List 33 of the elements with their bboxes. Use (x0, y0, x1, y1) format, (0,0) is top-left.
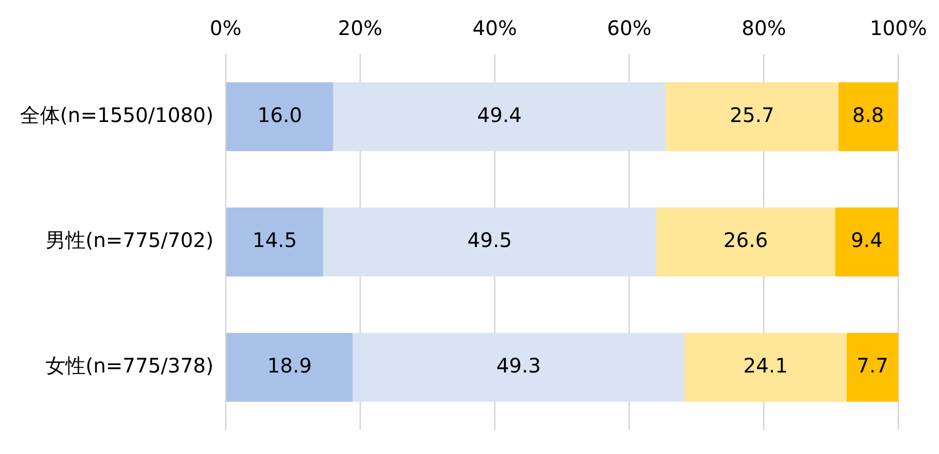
bar (323, 208, 656, 276)
bar (226, 208, 324, 276)
data-label: 49.4 (477, 102, 522, 127)
data-label: 14.5 (252, 228, 297, 252)
data-label: 49.5 (467, 228, 512, 252)
bar (684, 332, 847, 402)
y-tick-label: 全体(n=1550/1080) (20, 102, 214, 127)
bar (835, 208, 898, 276)
y-tick-label: 男性(n=775/702) (45, 228, 214, 252)
x-tick-label: 80% (742, 16, 786, 40)
y-tick-label: 女性(n=775/378) (45, 354, 214, 378)
bar (352, 332, 684, 402)
bar (846, 332, 898, 402)
data-label: 26.6 (723, 228, 768, 252)
x-tick-label: 60% (607, 16, 652, 40)
bar (838, 82, 898, 152)
data-label: 18.9 (267, 354, 312, 378)
bar (666, 82, 839, 152)
data-label: 16.0 (258, 102, 302, 127)
data-label: 7.7 (856, 354, 888, 378)
bar (226, 332, 353, 402)
bar (656, 208, 836, 276)
x-tick-label: 0% (210, 16, 242, 40)
x-tick-label: 100% (870, 16, 928, 40)
bar (333, 82, 666, 152)
data-label: 8.8 (852, 102, 884, 127)
bar (226, 82, 334, 152)
data-label: 49.3 (496, 354, 541, 378)
x-tick-label: 20% (338, 16, 382, 40)
data-label: 25.7 (730, 102, 774, 127)
data-label: 9.4 (850, 228, 883, 252)
data-label: 24.1 (743, 354, 788, 378)
x-tick-label: 40% (472, 16, 517, 40)
